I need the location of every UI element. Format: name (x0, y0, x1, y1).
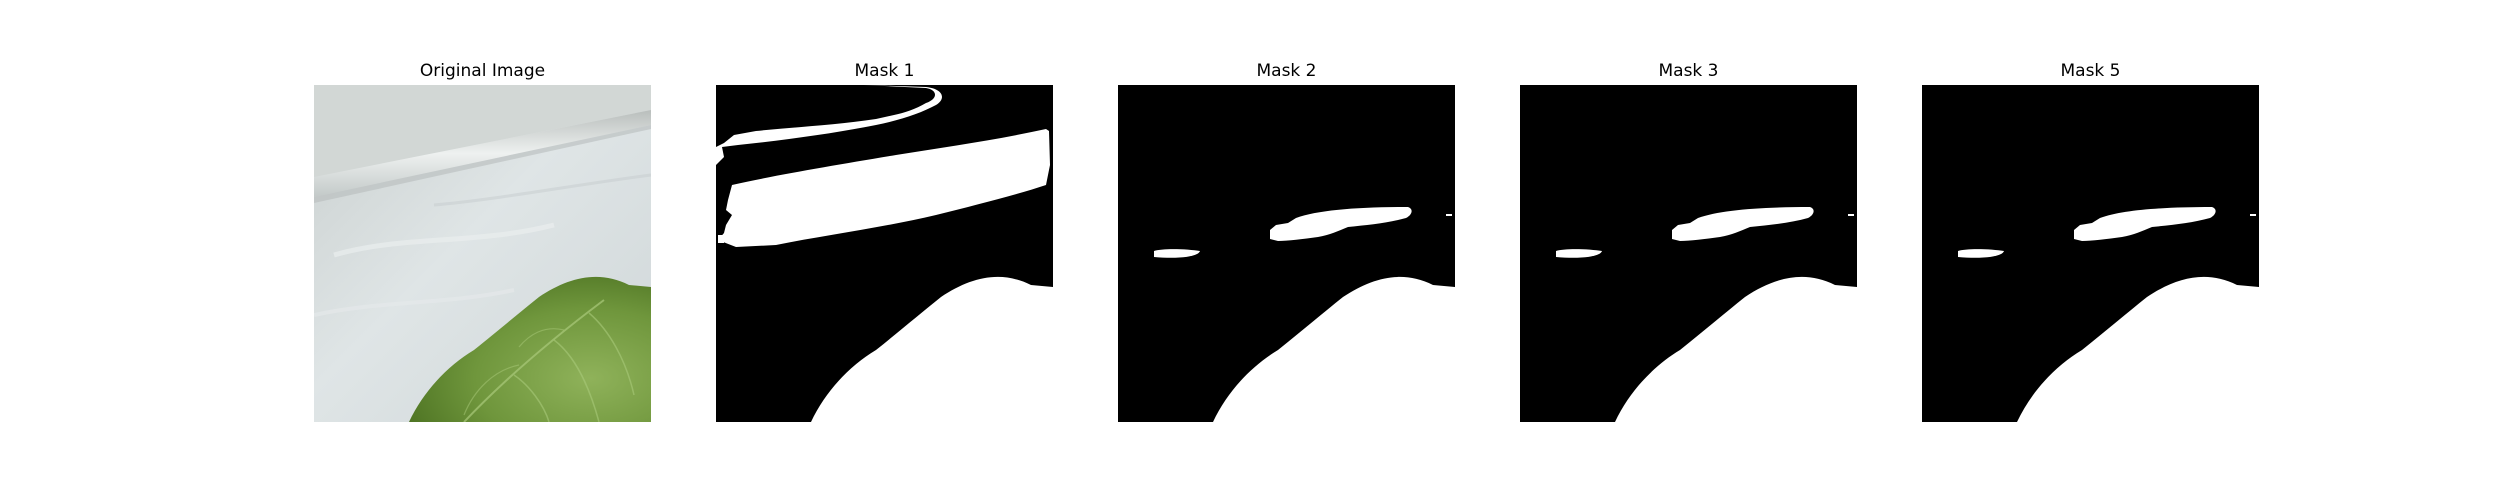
mask-3-image (1520, 85, 1857, 422)
mask-2-image (1118, 85, 1455, 422)
panel-title: Mask 5 (2060, 61, 2121, 81)
original-image (314, 85, 651, 422)
mask-5-image (1922, 85, 2259, 422)
panel-title: Mask 1 (854, 61, 915, 81)
panel-title: Mask 2 (1256, 61, 1317, 81)
panel-title: Original Image (419, 61, 546, 81)
mask-1-image (716, 85, 1053, 422)
panel-title: Mask 3 (1658, 61, 1719, 81)
